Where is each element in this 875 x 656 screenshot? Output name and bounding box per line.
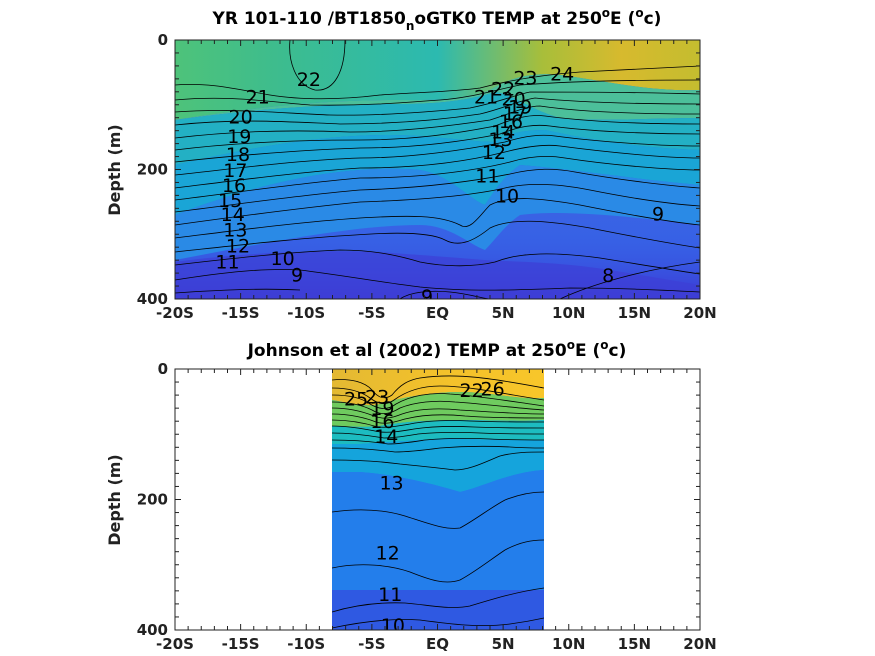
contour-label: 10 [271, 248, 295, 270]
x-tick-label: 15N [618, 635, 651, 653]
x-tick-label: 5N [492, 304, 515, 322]
contour-label: 10 [381, 615, 405, 637]
y-tick-label: 0 [158, 31, 168, 49]
contour-label: 12 [376, 542, 400, 564]
contour-label: 16 [370, 411, 394, 433]
x-tick-label: 10N [552, 635, 585, 653]
y-tick-label: 400 [137, 290, 168, 308]
x-tick-label: -20S [156, 635, 194, 653]
contour-label: 9 [291, 264, 303, 286]
y-tick-label: 200 [137, 161, 168, 179]
contour-label: 25 [344, 388, 368, 410]
contour-label: 21 [474, 86, 498, 108]
contour-label: 12 [482, 142, 506, 164]
contour-label: 11 [215, 251, 239, 273]
title-superscript: o [602, 6, 610, 20]
title-superscript: o [600, 338, 608, 352]
x-tick-label: 5N [492, 635, 515, 653]
contour-label: 14 [374, 426, 398, 448]
panel-1-ylabel: Depth (m) [105, 124, 124, 216]
y-tick-label: 200 [137, 491, 168, 509]
contour-label: 24 [550, 64, 574, 86]
title-text: c) [609, 341, 627, 361]
x-tick-label: 20N [683, 635, 716, 653]
contour-label: 8 [602, 265, 614, 287]
contour-label: 19 [227, 126, 251, 148]
panel-1-contours [175, 40, 700, 299]
contour-label: 14 [491, 121, 515, 143]
x-tick-label: -5S [358, 635, 385, 653]
contour-label: 15 [218, 190, 242, 212]
title-text: c) [644, 9, 662, 29]
panel-2-y-ticks: 0 200 400 [137, 360, 700, 639]
title-superscript: o [567, 338, 575, 352]
panel-2-x-ticks: -20S -15S -10S -5S EQ 5N 10N 15N 20N [156, 369, 717, 653]
contour-label: 19 [370, 398, 394, 420]
contour-label: 20 [502, 88, 526, 110]
title-text: E ( [575, 341, 600, 361]
contour-label: 13 [488, 129, 512, 151]
contour-label: 10 [495, 185, 519, 207]
contour-label: 17 [223, 160, 247, 182]
contour-label: 22 [460, 380, 484, 402]
contour-label: 14 [221, 204, 245, 226]
contour-label: 17 [503, 103, 527, 125]
contour-label: 11 [475, 165, 499, 187]
contour-label: 21 [246, 86, 270, 108]
x-tick-label: -10S [287, 304, 325, 322]
x-tick-label: 15N [618, 304, 651, 322]
contour-label: 13 [223, 220, 247, 242]
title-text: YR 101-110 /BT1850 [212, 9, 407, 29]
x-tick-label: -20S [156, 304, 194, 322]
contour-label: 22 [297, 69, 321, 91]
panel-1: YR 101-110 /BT1850noGTK0 TEMP at 250oE (… [105, 6, 717, 322]
panel-1-y-ticks: 0 200 400 [137, 31, 700, 308]
x-tick-label: 10N [552, 304, 585, 322]
title-text: E ( [610, 9, 635, 29]
title-text: Johnson et al (2002) TEMP at 250 [247, 341, 567, 361]
contour-label: 16 [222, 175, 246, 197]
contour-label: 13 [379, 473, 403, 495]
contour-label: 18 [226, 144, 250, 166]
x-tick-label: -10S [287, 635, 325, 653]
x-tick-label: EQ [426, 304, 449, 322]
title-subscript: n [406, 19, 415, 33]
panel-1-x-ticks: -20S -15S -10S -5S EQ 5N 10N 15N 20N [156, 40, 717, 322]
contour-label: 12 [226, 235, 250, 257]
panel-2-contours [332, 375, 544, 629]
x-tick-label: 20N [683, 304, 716, 322]
y-tick-label: 0 [158, 360, 168, 378]
x-tick-label: -5S [358, 304, 385, 322]
contour-label: 19 [508, 97, 532, 119]
panel-1-title: YR 101-110 /BT1850noGTK0 TEMP at 250oE (… [212, 6, 662, 33]
contour-label: 16 [499, 111, 523, 133]
x-tick-label: -15S [222, 304, 260, 322]
panel-2-ylabel: Depth (m) [105, 454, 124, 546]
title-superscript: o [635, 6, 643, 20]
contour-label: 9 [652, 204, 664, 226]
title-text: oGTK0 TEMP at 250 [414, 9, 602, 29]
x-tick-label: EQ [426, 635, 449, 653]
contour-label: 22 [491, 79, 515, 101]
y-tick-label: 400 [137, 621, 168, 639]
contour-label: 26 [481, 379, 505, 401]
panel-2-title: Johnson et al (2002) TEMP at 250oE (oc) [247, 338, 627, 361]
panel-2: Johnson et al (2002) TEMP at 250oE (oc) [105, 338, 717, 653]
x-tick-label: -15S [222, 635, 260, 653]
contour-label: 23 [365, 386, 389, 408]
contour-label: 11 [378, 584, 402, 606]
contour-label: 23 [513, 68, 537, 90]
contour-label: 20 [229, 106, 253, 128]
